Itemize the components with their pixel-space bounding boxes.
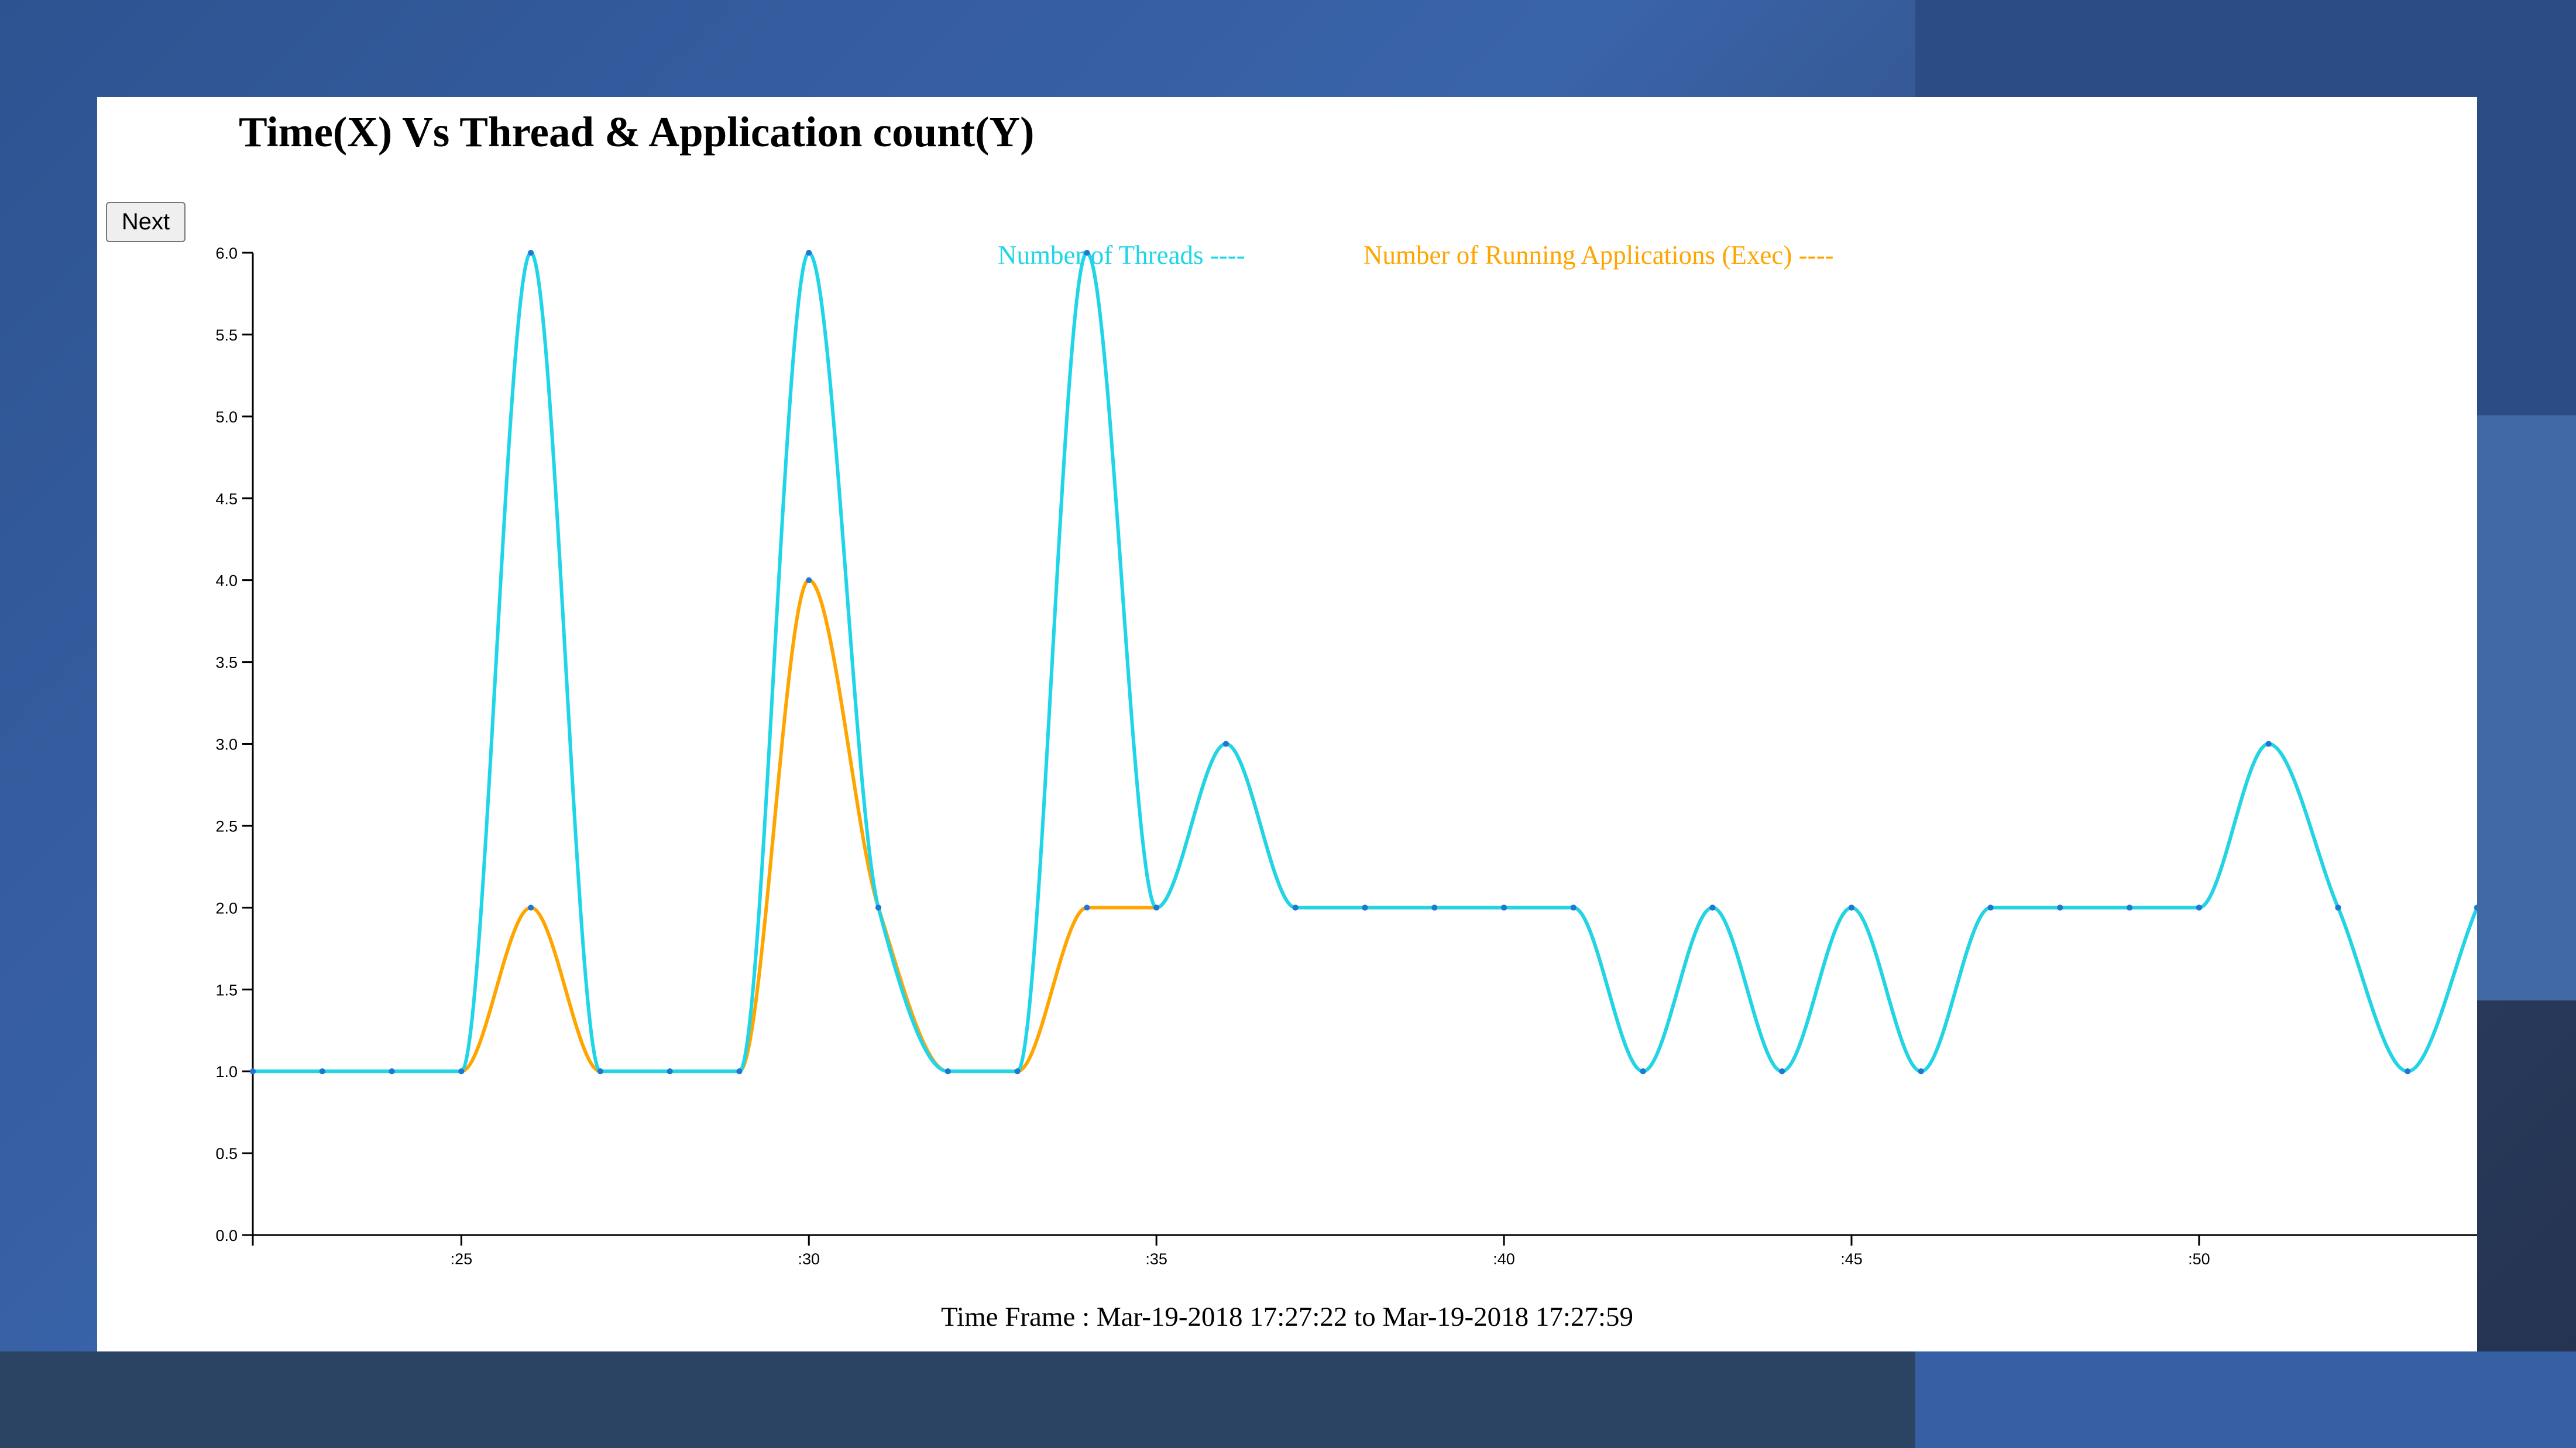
data-point — [1014, 1068, 1021, 1075]
legend-entry: Number of Threads ---- — [998, 240, 1245, 270]
data-point — [1848, 904, 1854, 911]
data-point — [806, 577, 812, 583]
time-frame-footer: Time Frame : Mar-19-2018 17:27:22 to Mar… — [940, 1302, 1634, 1332]
y-tick-label: 2.5 — [215, 817, 238, 835]
data-point — [2335, 904, 2341, 911]
y-tick-label: 3.0 — [215, 736, 238, 754]
data-point — [1501, 904, 1507, 911]
data-point — [667, 1068, 673, 1075]
data-point — [458, 1068, 465, 1075]
data-point — [1779, 1068, 1785, 1075]
x-tick-label: :45 — [1840, 1250, 1863, 1268]
series-points — [250, 250, 2477, 1075]
data-point — [1640, 1068, 1646, 1075]
legend: Number of Threads ---- Number of Running … — [998, 240, 1834, 270]
y-tick-label: 0.5 — [215, 1145, 238, 1162]
data-point — [944, 1068, 951, 1075]
line-chart: 0.00.51.01.52.02.53.03.54.04.55.05.56.0 … — [215, 240, 2477, 1268]
data-point — [1709, 904, 1716, 911]
legend-entry: Number of Running Applications (Exec) --… — [1363, 240, 1834, 270]
data-point — [2196, 904, 2202, 911]
x-tick-label: :50 — [2188, 1250, 2210, 1268]
data-point — [2405, 1068, 2411, 1075]
y-tick-label: 6.0 — [215, 245, 238, 262]
data-point — [2057, 904, 2063, 911]
y-tick-label: 3.5 — [215, 654, 238, 672]
data-point — [1987, 904, 1994, 911]
data-point — [1431, 904, 1438, 911]
data-point — [1292, 904, 1299, 911]
y-tick-label: 4.5 — [215, 490, 238, 508]
y-tick-label: 5.0 — [215, 408, 238, 426]
data-point — [736, 1068, 743, 1075]
chart-panel: Time(X) Vs Thread & Application count(Y)… — [97, 97, 2477, 1351]
data-point — [1084, 904, 1090, 911]
data-point — [1918, 1068, 1924, 1075]
data-point — [1222, 741, 1229, 747]
data-point — [1153, 904, 1160, 911]
x-tick-label: :35 — [1145, 1250, 1167, 1268]
background-block-bottom-left — [0, 1351, 1915, 1448]
series-line-1 — [252, 250, 2477, 1074]
y-tick-label: 1.5 — [215, 981, 238, 999]
y-axis: 0.0 0.5 1.0 1.5 2.0 2.5 3.0 3.5 4.0 4.5 5.0 5.5 6.0 — [215, 245, 254, 1244]
y-tick-label: 4.0 — [215, 572, 238, 590]
data-point — [2127, 904, 2133, 911]
x-tick-label: :40 — [1493, 1250, 1515, 1268]
data-point — [2474, 904, 2477, 911]
chart-title: Time(X) Vs Thread & Application count(Y) — [239, 108, 1035, 156]
data-point — [1570, 904, 1576, 911]
data-point — [597, 1068, 603, 1075]
background-block-bottom-right — [1915, 1351, 2576, 1448]
y-tick-label: 5.5 — [215, 326, 238, 344]
data-point — [528, 904, 534, 911]
data-point — [319, 1068, 325, 1075]
data-point — [389, 1068, 395, 1075]
x-tick-label: :30 — [798, 1250, 820, 1268]
series-lines — [252, 250, 2477, 1074]
data-point — [875, 904, 882, 911]
y-tick-label: 0.0 — [215, 1227, 238, 1244]
data-point — [2265, 741, 2272, 747]
x-tick-label: :25 — [451, 1250, 473, 1268]
y-tick-label: 1.0 — [215, 1063, 238, 1081]
data-point — [806, 250, 812, 256]
next-button[interactable]: Next — [106, 202, 186, 242]
data-point — [1084, 250, 1090, 256]
data-point — [250, 1068, 256, 1075]
data-point — [528, 250, 534, 256]
x-axis: :25 :30 :35 :40 :45 :50 — [252, 1234, 2477, 1268]
y-tick-label: 2.0 — [215, 899, 238, 917]
data-point — [1362, 904, 1368, 911]
